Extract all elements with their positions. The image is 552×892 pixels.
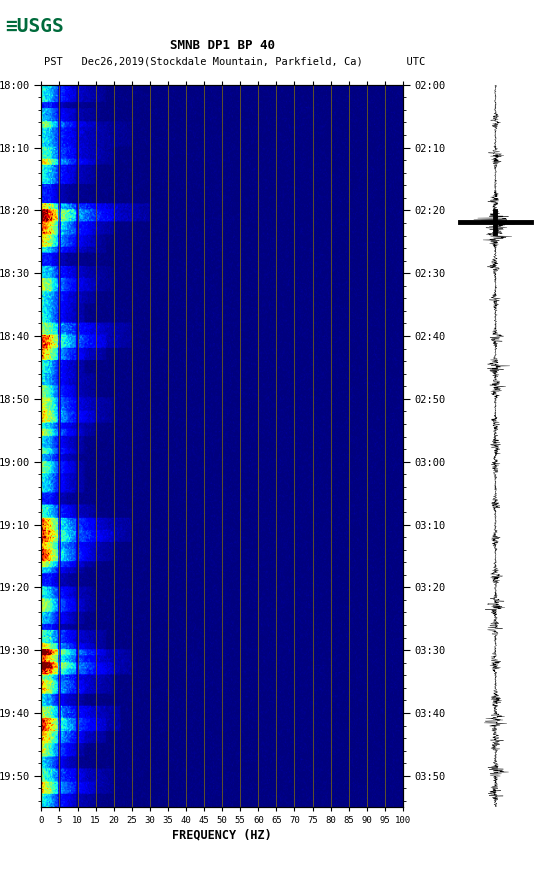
Text: PST   Dec26,2019(Stockdale Mountain, Parkfield, Ca)       UTC: PST Dec26,2019(Stockdale Mountain, Parkf…: [44, 56, 426, 66]
Text: SMNB DP1 BP 40: SMNB DP1 BP 40: [169, 39, 275, 52]
X-axis label: FREQUENCY (HZ): FREQUENCY (HZ): [172, 828, 272, 841]
Text: ≡USGS: ≡USGS: [6, 17, 64, 36]
